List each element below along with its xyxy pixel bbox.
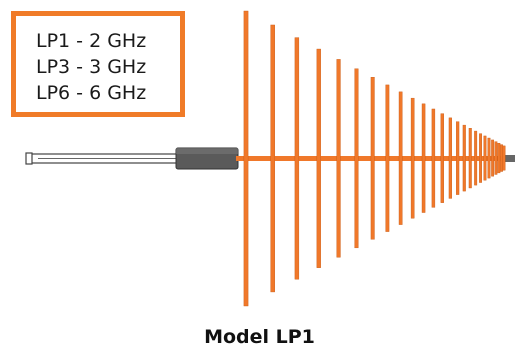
dipole-element <box>354 68 359 249</box>
dipole-element <box>456 121 460 195</box>
dipole-element <box>494 141 498 175</box>
dipole-element <box>370 77 375 240</box>
dipole-element <box>431 108 436 208</box>
dipole-element <box>316 48 321 268</box>
dipole-element <box>474 130 478 186</box>
figure-caption: Model LP1 <box>204 326 315 348</box>
dipole-element <box>270 24 275 293</box>
dipole-element <box>502 145 506 171</box>
dipole-element <box>491 139 495 177</box>
dipole-element <box>440 113 444 203</box>
model-frequency-legend: LP1 - 2 GHz LP3 - 3 GHz LP6 - 6 GHz <box>11 11 185 117</box>
dipole-element <box>468 128 472 189</box>
dipole-element <box>497 142 501 174</box>
dipole-element <box>500 144 503 172</box>
dipole-element <box>448 117 452 199</box>
dipole-element <box>462 124 466 192</box>
antenna-boom <box>236 155 515 162</box>
dipole-element <box>479 133 482 183</box>
log-periodic-antenna-icon <box>25 10 515 307</box>
dipole-element <box>385 84 390 232</box>
dipole-element <box>487 137 491 179</box>
legend-line-lp1: LP1 - 2 GHz <box>36 30 147 52</box>
antenna-elements <box>243 10 506 307</box>
dipole-element <box>421 103 426 213</box>
dipole-element <box>294 37 300 280</box>
dipole-element <box>398 91 403 225</box>
dipole-element <box>336 59 341 258</box>
legend-line-lp3: LP3 - 3 GHz <box>36 56 147 78</box>
dipole-element <box>483 135 487 181</box>
dipole-element <box>410 97 415 219</box>
legend-line-lp6: LP6 - 6 GHz <box>36 82 147 104</box>
connector-housing <box>175 147 239 170</box>
dipole-element <box>243 10 249 307</box>
connector-cable <box>25 152 179 165</box>
